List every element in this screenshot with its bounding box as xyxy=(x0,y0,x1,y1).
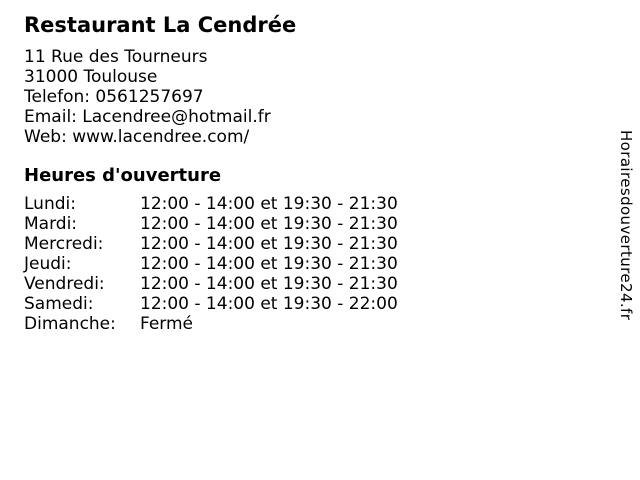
table-row-friday: Vendredi: 12:00 - 14:00 et 19:30 - 21:30 xyxy=(24,274,600,294)
table-row-tuesday: Mardi: 12:00 - 14:00 et 19:30 - 21:30 xyxy=(24,214,600,234)
day-label: Mercredi: xyxy=(24,234,104,254)
phone-line: Telefon: 0561257697 xyxy=(24,87,204,107)
day-label: Lundi: xyxy=(24,194,76,214)
day-label: Mardi: xyxy=(24,214,78,234)
day-label: Jeudi: xyxy=(24,254,72,274)
opening-hours-heading: Heures d'ouverture xyxy=(24,165,222,186)
time-value: 12:00 - 14:00 et 19:30 - 21:30 xyxy=(140,234,398,254)
time-value: 12:00 - 14:00 et 19:30 - 21:30 xyxy=(140,254,398,274)
table-row-thursday: Jeudi: 12:00 - 14:00 et 19:30 - 21:30 xyxy=(24,254,600,274)
table-row-monday: Lundi: 12:00 - 14:00 et 19:30 - 21:30 xyxy=(24,194,600,214)
site-watermark: Horairesdouverture24.fr xyxy=(617,130,635,321)
time-value: 12:00 - 14:00 et 19:30 - 22:00 xyxy=(140,294,398,314)
time-value: Fermé xyxy=(140,314,194,334)
day-label: Samedi: xyxy=(24,294,94,314)
website-line: Web: www.lacendree.com/ xyxy=(24,127,250,147)
business-name-title: Restaurant La Cendrée xyxy=(24,13,297,37)
opening-hours-table: Lundi: 12:00 - 14:00 et 19:30 - 21:30 Ma… xyxy=(24,194,600,334)
time-value: 12:00 - 14:00 et 19:30 - 21:30 xyxy=(140,214,398,234)
contact-block: 11 Rue des Tourneurs 31000 Toulouse Tele… xyxy=(24,47,600,147)
table-row-wednesday: Mercredi: 12:00 - 14:00 et 19:30 - 21:30 xyxy=(24,234,600,254)
table-row-saturday: Samedi: 12:00 - 14:00 et 19:30 - 22:00 xyxy=(24,294,600,314)
table-row-sunday: Dimanche: Fermé xyxy=(24,314,600,334)
time-value: 12:00 - 14:00 et 19:30 - 21:30 xyxy=(140,274,398,294)
time-value: 12:00 - 14:00 et 19:30 - 21:30 xyxy=(140,194,398,214)
day-label: Dimanche: xyxy=(24,314,116,334)
email-line: Email: Lacendree@hotmail.fr xyxy=(24,107,271,127)
address-street: 11 Rue des Tourneurs xyxy=(24,47,208,67)
business-info-card: Restaurant La Cendrée 11 Rue des Tourneu… xyxy=(24,12,600,334)
day-label: Vendredi: xyxy=(24,274,105,294)
address-city: 31000 Toulouse xyxy=(24,67,158,87)
